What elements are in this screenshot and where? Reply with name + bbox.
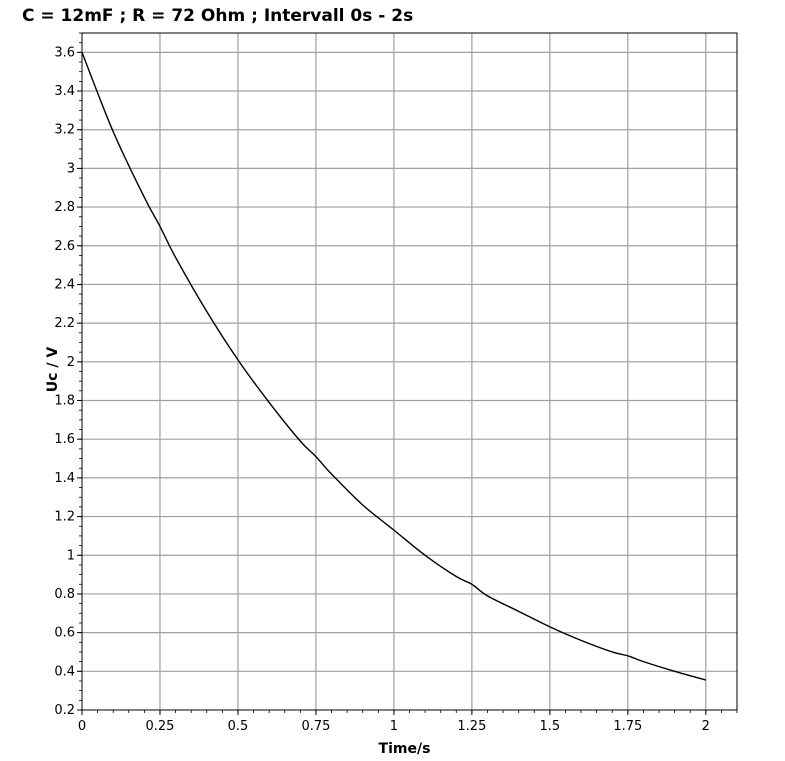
y-tick-label: 1.4: [54, 471, 75, 486]
y-tick-label: 0.2: [54, 703, 75, 718]
y-tick-label: 1.8: [54, 394, 75, 409]
y-tick-label: 0.8: [54, 587, 75, 602]
y-axis-ticks: 0.2 0.4 0.6 0.8 1 1.2 1.4 1.6 1.8 2 2.2 2.4 2.6 2.8 3 3…: [54, 45, 82, 718]
minor-ticks: [79, 32, 738, 713]
y-tick-label: 3.2: [54, 123, 75, 138]
plot-area: [81, 32, 738, 711]
series-line: [81, 52, 706, 681]
x-axis-title: Time/s: [379, 741, 431, 757]
y-axis-title: Uc / V: [45, 347, 61, 393]
y-tick-label: 2.6: [54, 239, 75, 254]
y-tick-label: 1: [67, 548, 75, 563]
x-tick-label: 0.5: [228, 719, 249, 734]
x-tick-label: 0: [78, 719, 86, 734]
y-tick-label: 1.2: [54, 510, 75, 525]
x-tick-label: 1.5: [540, 719, 561, 734]
y-tick-label: 3.6: [54, 45, 75, 60]
y-tick-label: 2.2: [54, 316, 75, 331]
x-tick-label: 0.75: [301, 719, 330, 734]
y-tick-label: 3.4: [54, 84, 75, 99]
y-tick-label: 2.8: [54, 200, 75, 215]
y-tick-label: 1.6: [54, 432, 75, 447]
y-tick-label: 3: [67, 161, 75, 176]
x-tick-label: 0.25: [145, 719, 174, 734]
x-tick-label: 1: [390, 719, 398, 734]
x-axis-ticks: 0 0.25 0.5 0.75 1 1.25 1.5 1.75 2: [78, 710, 710, 734]
y-tick-label: 0.6: [54, 626, 75, 641]
y-tick-label: 2: [67, 355, 75, 370]
x-tick-label: 2: [702, 719, 710, 734]
grid: [82, 33, 737, 710]
y-tick-label: 2.4: [54, 277, 75, 292]
chart-title: C = 12mF ; R = 72 Ohm ; Intervall 0s - 2…: [22, 6, 414, 26]
x-tick-label: 1.25: [457, 719, 486, 734]
x-tick-label: 1.75: [613, 719, 642, 734]
series-layer: [81, 52, 706, 681]
y-tick-label: 0.4: [54, 664, 75, 679]
